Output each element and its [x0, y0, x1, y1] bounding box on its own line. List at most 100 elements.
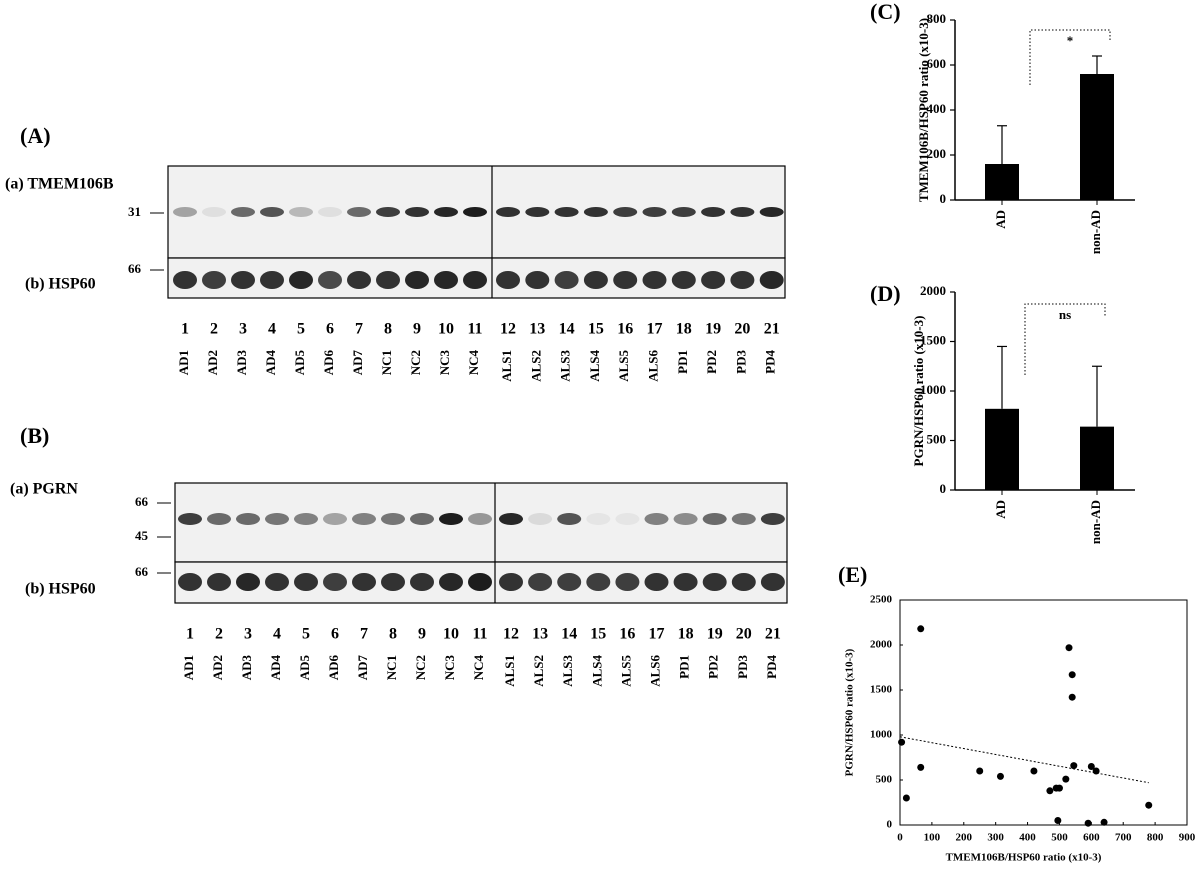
lane-number: 8 [389, 626, 397, 643]
sample-label: PD3 [733, 350, 748, 374]
lane-number: 13 [532, 626, 548, 643]
y-tick-label: 2000 [920, 283, 946, 298]
lane-number: 18 [676, 321, 692, 338]
size-marker: 66 [128, 261, 142, 276]
band [586, 513, 611, 525]
sample-label: ALS6 [645, 350, 660, 382]
x-tick-label: 100 [924, 832, 941, 844]
scatter-point [1084, 819, 1092, 827]
band [352, 573, 376, 591]
band [410, 513, 434, 525]
band [496, 207, 520, 217]
lane-number: 1 [181, 321, 189, 338]
scatter-point [1055, 784, 1063, 792]
band [173, 207, 197, 217]
y-tick-label: 1000 [870, 729, 893, 741]
scatter-point [902, 794, 910, 802]
band [499, 573, 523, 591]
x-tick-label: 0 [897, 832, 903, 844]
lane-number: 10 [443, 626, 459, 643]
sample-label: PD4 [764, 655, 779, 679]
lane-number: 8 [384, 321, 392, 338]
band [613, 271, 638, 289]
lane-number: 13 [529, 321, 545, 338]
sample-label: AD3 [239, 655, 254, 681]
scatter-point [996, 772, 1004, 780]
sample-label: ALS3 [558, 350, 573, 382]
y-tick-label: 0 [887, 819, 893, 831]
lane-number: 16 [617, 321, 633, 338]
sample-label: AD4 [268, 655, 283, 681]
y-tick-label: 500 [876, 774, 893, 786]
band [173, 271, 197, 289]
sample-label: AD7 [355, 655, 370, 681]
y-tick-label: 600 [927, 56, 947, 71]
scatter-point [1054, 817, 1062, 824]
x-tick-label: AD [993, 500, 1008, 519]
band [760, 573, 785, 591]
lane-number: 20 [736, 626, 752, 643]
band [701, 207, 726, 217]
sample-label: AD1 [176, 350, 191, 375]
band [376, 207, 400, 217]
band [671, 271, 696, 289]
band [671, 207, 696, 217]
lane-number: 7 [355, 321, 363, 338]
band [439, 513, 463, 525]
band [615, 513, 640, 525]
band [294, 513, 318, 525]
band [673, 573, 698, 591]
sample-label: PD2 [704, 350, 719, 374]
sample-label: ALS2 [528, 350, 543, 382]
band [347, 271, 371, 289]
sample-label: AD2 [205, 350, 220, 375]
sample-label: PD3 [735, 655, 750, 679]
y-axis-label: TMEM106B/HSP60 ratio (x10-3) [916, 18, 931, 202]
blot-label: (b) HSP60 [25, 276, 96, 293]
band [405, 207, 429, 217]
lane-number: 1 [186, 626, 194, 643]
sample-label: AD5 [292, 350, 307, 376]
band [265, 513, 289, 525]
lane-number: 10 [438, 321, 454, 338]
lane-number: 19 [707, 626, 723, 643]
band [463, 207, 487, 217]
lane-number: 18 [678, 626, 694, 643]
lane-number: 17 [647, 321, 663, 338]
x-tick-label: 300 [987, 832, 1004, 844]
lane-number: 15 [590, 626, 606, 643]
sample-label: NC2 [408, 350, 423, 375]
band [583, 271, 608, 289]
y-tick-label: 2500 [870, 594, 893, 606]
band [644, 573, 669, 591]
lane-number: 12 [500, 321, 516, 338]
x-tick-label: 200 [956, 832, 973, 844]
significance-annotation: * [1067, 33, 1074, 48]
sample-label: NC2 [413, 655, 428, 680]
y-tick-label: 0 [940, 481, 947, 496]
sample-label: AD4 [263, 350, 278, 376]
band [613, 207, 638, 217]
x-tick-label: non-AD [1088, 210, 1103, 254]
plot-frame [899, 599, 1188, 826]
band [260, 207, 284, 217]
sample-label: AD6 [321, 350, 336, 376]
lane-number: 4 [268, 321, 276, 338]
lane-number: 2 [210, 321, 218, 338]
panel-label: (A) [20, 123, 51, 148]
band [468, 513, 492, 525]
lane-number: 6 [331, 626, 339, 643]
x-axis-label: TMEM106B/HSP60 ratio (x10-3) [946, 852, 1102, 864]
band [207, 573, 231, 591]
band [405, 271, 429, 289]
lane-number: 11 [472, 626, 487, 643]
y-tick-label: 200 [927, 146, 947, 161]
x-tick-label: AD [993, 210, 1008, 229]
band [615, 573, 640, 591]
sample-label: ALS1 [502, 655, 517, 687]
x-tick-label: 700 [1115, 832, 1132, 844]
sample-label: ALS4 [587, 350, 602, 382]
band [439, 573, 463, 591]
y-tick-label: 2000 [870, 639, 893, 651]
